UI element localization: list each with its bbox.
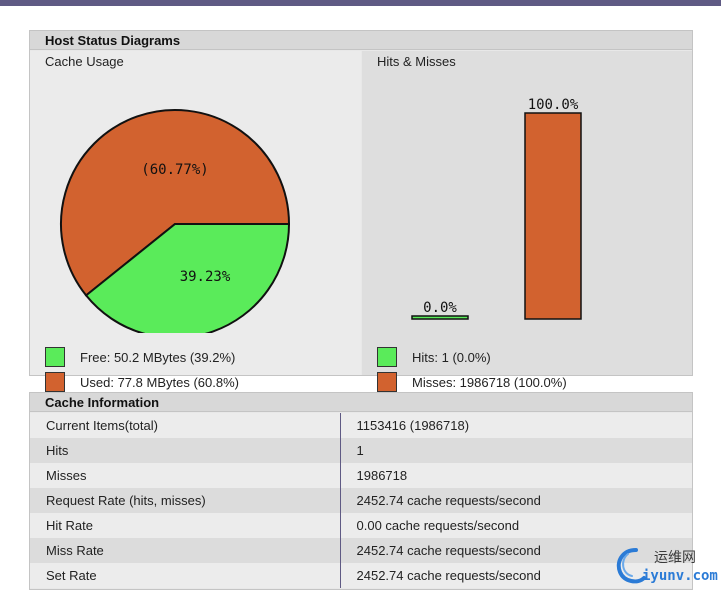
row-value: 1	[340, 438, 692, 463]
watermark-logo: 运维网 iyunv.com	[616, 548, 718, 584]
watermark-cn-text: 运维网	[654, 550, 696, 566]
legend-used-swatch	[45, 372, 65, 392]
bar-hits	[411, 315, 469, 320]
cache-usage-pie-chart: (60.77%) 39.23%	[60, 109, 291, 333]
legend-misses: Misses: 1986718 (100.0%)	[377, 372, 567, 392]
watermark-url-text: iyunv.com	[642, 568, 718, 584]
top-bar	[0, 0, 721, 6]
legend-hits-swatch	[377, 347, 397, 367]
cache-usage-section: Cache Usage (60.77%) 39.23% Free: 50.2 M…	[30, 51, 361, 392]
legend-used: Used: 77.8 MBytes (60.8%)	[45, 372, 239, 392]
cache-usage-title: Cache Usage	[45, 54, 124, 69]
row-value: 1153416 (1986718)	[340, 413, 692, 438]
table-row: Request Rate (hits, misses) 2452.74 cache…	[30, 488, 692, 513]
panel-title: Host Status Diagrams	[30, 31, 692, 50]
watermark-swirl-icon	[616, 548, 646, 584]
pie-slice-free	[84, 223, 291, 333]
row-key: Misses	[30, 463, 341, 488]
host-status-diagrams-panel: Host Status Diagrams Cache Usage (60.77%…	[29, 30, 693, 392]
table-row: Hits 1	[30, 438, 692, 463]
legend-free-swatch	[45, 347, 65, 367]
legend-misses-swatch	[377, 372, 397, 392]
row-key: Current Items(total)	[30, 413, 341, 438]
table-row: Misses 1986718	[30, 463, 692, 488]
pie-label-used: (60.77%)	[141, 162, 208, 178]
row-value: 0.00 cache requests/second	[340, 513, 692, 538]
row-key: Hit Rate	[30, 513, 341, 538]
row-value: 2452.74 cache requests/second	[340, 538, 692, 563]
hits-misses-section: Hits & Misses 0.0% 100.0% Hits: 1 (0.0%)…	[362, 51, 692, 392]
pie-label-free: 39.23%	[180, 269, 231, 285]
row-value: 1986718	[340, 463, 692, 488]
row-key: Miss Rate	[30, 538, 341, 563]
bar-label-misses: 100.0%	[528, 97, 579, 113]
table-row: Hit Rate 0.00 cache requests/second	[30, 513, 692, 538]
table-row: Current Items(total) 1153416 (1986718)	[30, 413, 692, 438]
legend-hits-label: Hits: 1 (0.0%)	[412, 349, 491, 365]
legend-used-label: Used: 77.8 MBytes (60.8%)	[80, 374, 239, 390]
bar-label-hits: 0.0%	[423, 300, 457, 316]
table-row: Miss Rate 2452.74 cache requests/second	[30, 538, 692, 563]
legend-misses-label: Misses: 1986718 (100.0%)	[412, 374, 567, 390]
panel-title: Cache Information	[30, 393, 692, 412]
bar-misses	[524, 112, 582, 320]
row-key: Set Rate	[30, 563, 341, 588]
legend-free-label: Free: 50.2 MBytes (39.2%)	[80, 349, 236, 365]
hits-misses-bar-chart: 0.0% 100.0%	[411, 97, 582, 320]
cache-info-table: Current Items(total) 1153416 (1986718) Hi…	[30, 413, 692, 588]
pie-slice-used	[60, 109, 291, 297]
legend-free: Free: 50.2 MBytes (39.2%)	[45, 347, 235, 367]
row-key: Request Rate (hits, misses)	[30, 488, 341, 513]
row-key: Hits	[30, 438, 341, 463]
row-value: 2452.74 cache requests/second	[340, 563, 692, 588]
row-value: 2452.74 cache requests/second	[340, 488, 692, 513]
hits-misses-title: Hits & Misses	[377, 54, 456, 69]
table-row: Set Rate 2452.74 cache requests/second	[30, 563, 692, 588]
cache-information-panel: Cache Information Current Items(total) 11…	[29, 392, 693, 590]
legend-hits: Hits: 1 (0.0%)	[377, 347, 491, 367]
